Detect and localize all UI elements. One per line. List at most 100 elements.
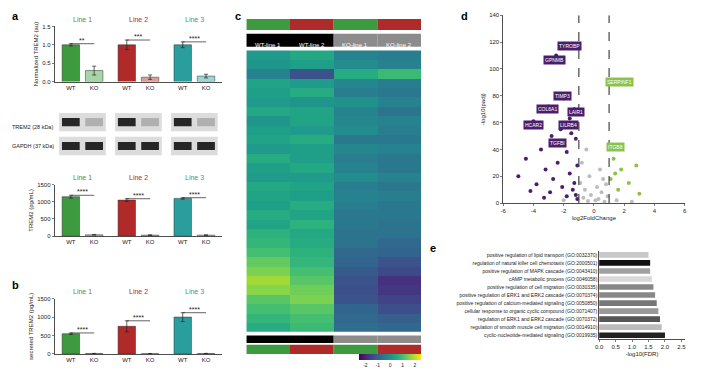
svg-text:6: 6 [683, 208, 687, 214]
svg-text:500: 500 [41, 216, 52, 222]
svg-text:****: **** [189, 191, 200, 198]
svg-text:Normalized TREM2 (au): Normalized TREM2 (au) [33, 22, 39, 87]
svg-text:LILRB4: LILRB4 [560, 122, 577, 128]
svg-text:20: 20 [493, 173, 500, 179]
svg-text:Line 2: Line 2 [129, 288, 148, 295]
svg-text:secreted TREM2 (pg/mL): secreted TREM2 (pg/mL) [28, 293, 34, 360]
svg-text:WT: WT [122, 85, 132, 91]
svg-text:0: 0 [389, 362, 392, 368]
svg-text:d: d [461, 10, 468, 22]
svg-text:HCAR2: HCAR2 [525, 122, 542, 128]
svg-text:WT: WT [66, 239, 76, 245]
svg-text:2: 2 [623, 208, 627, 214]
svg-text:WT: WT [66, 85, 76, 91]
svg-text:****: **** [77, 326, 88, 333]
svg-text:Line 1: Line 1 [73, 174, 92, 181]
svg-text:1: 1 [401, 362, 404, 368]
svg-text:1.0: 1.0 [42, 42, 51, 48]
svg-text:KO: KO [90, 85, 99, 91]
svg-text:-log10(FDR): -log10(FDR) [625, 351, 658, 357]
svg-text:TYROBP: TYROBP [559, 43, 580, 49]
svg-text:****: **** [77, 188, 88, 195]
svg-text:KO: KO [146, 85, 155, 91]
svg-text:regulation of smooth muscle ce: regulation of smooth muscle cell migrati… [471, 324, 598, 330]
svg-text:500: 500 [41, 333, 52, 339]
svg-text:80: 80 [493, 93, 500, 99]
svg-text:****: **** [133, 314, 144, 321]
svg-text:40: 40 [493, 147, 500, 153]
svg-text:KO: KO [202, 239, 211, 245]
svg-text:positive regulation of ERK1 an: positive regulation of ERK1 and ERK2 cas… [459, 292, 597, 298]
svg-text:TGFBI: TGFBI [550, 140, 565, 146]
svg-text:100: 100 [489, 66, 500, 72]
svg-text:2: 2 [414, 362, 417, 368]
svg-text:140: 140 [489, 12, 500, 18]
svg-text:1.0: 1.0 [628, 344, 637, 350]
svg-text:0: 0 [47, 233, 51, 239]
svg-text:Line 1: Line 1 [73, 288, 92, 295]
svg-text:KO-line 2: KO-line 2 [386, 42, 412, 48]
svg-text:COL6A1: COL6A1 [538, 106, 557, 112]
svg-text:positive regulation of calcium: positive regulation of calcium-mediated … [456, 300, 597, 306]
svg-text:WT-line 1: WT-line 1 [255, 42, 281, 48]
svg-text:0: 0 [496, 200, 500, 206]
svg-text:WT: WT [122, 357, 132, 363]
svg-text:0.0: 0.0 [42, 79, 51, 85]
svg-text:KO-line 1: KO-line 1 [342, 42, 368, 48]
svg-text:0.0: 0.0 [595, 344, 604, 350]
svg-text:positive regulation of cell mi: positive regulation of cell migration (G… [487, 284, 597, 290]
svg-text:0: 0 [47, 351, 51, 357]
svg-text:c: c [235, 10, 241, 22]
svg-text:regulation of ERK1 and ERK2 ca: regulation of ERK1 and ERK2 cascade (GO:… [478, 316, 598, 322]
svg-text:0.5: 0.5 [611, 344, 620, 350]
svg-text:-2: -2 [363, 362, 368, 368]
svg-text:KO: KO [146, 239, 155, 245]
svg-text:120: 120 [489, 39, 500, 45]
svg-text:KO: KO [202, 85, 211, 91]
svg-text:****: **** [189, 306, 200, 313]
svg-text:LAIR1: LAIR1 [569, 109, 583, 115]
svg-text:WT: WT [178, 85, 188, 91]
svg-text:60: 60 [493, 120, 500, 126]
svg-text:KO: KO [146, 357, 155, 363]
svg-text:e: e [430, 242, 436, 254]
svg-text:SERPINF1: SERPINF1 [607, 79, 632, 85]
svg-text:KO: KO [202, 357, 211, 363]
svg-text:TREM2 (pg/mL): TREM2 (pg/mL) [28, 189, 34, 232]
svg-text:-4: -4 [531, 208, 537, 214]
svg-text:positive regulation of lipid t: positive regulation of lipid transport (… [487, 252, 598, 258]
svg-text:cyclic-nucleotide-mediated sig: cyclic-nucleotide-mediated signaling (GO… [484, 332, 598, 338]
svg-text:-2: -2 [561, 208, 567, 214]
svg-text:WT-line 2: WT-line 2 [299, 42, 325, 48]
svg-text:Line 3: Line 3 [185, 16, 204, 23]
svg-text:GPNMB: GPNMB [545, 57, 564, 63]
svg-text:TREM2 (28 kDa): TREM2 (28 kDa) [12, 124, 53, 130]
svg-text:TIMP3: TIMP3 [555, 93, 570, 99]
svg-text:Line 1: Line 1 [73, 16, 92, 23]
svg-text:Line 3: Line 3 [185, 288, 204, 295]
svg-text:positive regulation of MAPK ca: positive regulation of MAPK cascade (GO:… [483, 268, 598, 274]
svg-text:0: 0 [592, 208, 596, 214]
svg-text:2.0: 2.0 [661, 344, 670, 350]
svg-text:WT: WT [122, 239, 132, 245]
svg-text:KO: KO [90, 239, 99, 245]
svg-text:ITGB8: ITGB8 [608, 144, 623, 150]
svg-text:cellular response to organic c: cellular response to organic cyclic comp… [464, 308, 597, 314]
svg-text:Line 3: Line 3 [185, 174, 204, 181]
svg-text:-1: -1 [376, 362, 381, 368]
svg-text:b: b [12, 279, 19, 291]
svg-text:****: **** [189, 35, 200, 42]
svg-text:WT: WT [178, 239, 188, 245]
svg-text:log2FoldChange: log2FoldChange [572, 215, 617, 221]
svg-text:KO: KO [90, 357, 99, 363]
svg-text:a: a [12, 10, 19, 22]
svg-text:regulation of natural killer c: regulation of natural killer cell chemot… [473, 260, 598, 266]
svg-text:***: *** [134, 33, 142, 40]
svg-text:1500: 1500 [37, 182, 51, 188]
svg-text:-6: -6 [501, 208, 507, 214]
svg-text:Line 2: Line 2 [129, 174, 148, 181]
svg-text:1000: 1000 [37, 199, 51, 205]
svg-text:WT: WT [66, 357, 76, 363]
svg-text:WT: WT [178, 357, 188, 363]
svg-text:cAMP metabolic process (GO:004: cAMP metabolic process (GO:0046058) [509, 276, 598, 282]
